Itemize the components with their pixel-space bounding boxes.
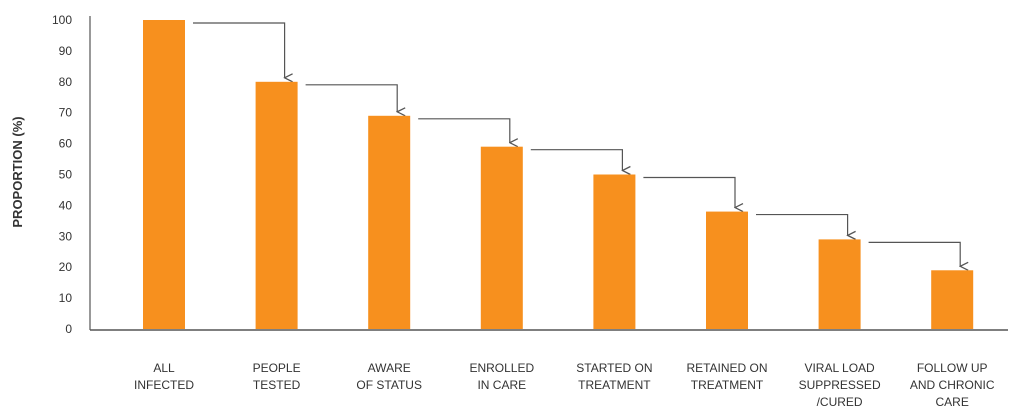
y-tick-label: 30 <box>59 229 73 243</box>
x-category-label: ENROLLED IN CARE <box>469 361 534 392</box>
x-category-label: VIRAL LOAD SUPPRESSED/CURED <box>799 361 881 409</box>
axes <box>89 16 1008 331</box>
x-category-label: AWARE OF STATUS <box>356 361 422 392</box>
bar <box>480 146 523 329</box>
bar <box>593 174 636 329</box>
flow-arrow <box>756 213 848 236</box>
x-category-label: ALL INFECTED <box>134 361 194 392</box>
flow-arrow <box>193 22 285 78</box>
flow-arrows <box>193 22 961 266</box>
y-tick-label: 70 <box>59 106 73 120</box>
flow-arrow <box>305 84 398 112</box>
y-tick-label: 40 <box>59 198 73 212</box>
x-axis-labels: ALL INFECTED PEOPLE TESTED AWARE OF STATUS ENR… <box>134 361 995 409</box>
y-tick-label: 0 <box>65 322 72 336</box>
bars <box>143 20 974 329</box>
flow-arrow <box>868 241 961 266</box>
bar <box>706 211 748 329</box>
y-tick-label: 80 <box>59 75 73 89</box>
bar <box>368 115 411 329</box>
y-tick-label: 90 <box>59 44 73 58</box>
x-category-label: STARTED ON TREATMENT <box>576 361 652 392</box>
x-category-label: RETAINED ON TREATMENT <box>686 361 767 392</box>
flow-arrow <box>418 118 510 143</box>
y-tick-label: 60 <box>59 137 73 151</box>
y-axis-ticks: 0 10 20 30 40 50 60 70 80 90 100 <box>52 13 72 336</box>
x-category-label: PEOPLE TESTED <box>253 361 301 392</box>
y-tick-label: 50 <box>59 168 73 182</box>
y-axis-label: PROPORTION (%) <box>10 116 25 227</box>
bar <box>818 239 861 329</box>
bar <box>143 20 185 329</box>
flow-arrow <box>643 176 735 208</box>
bar <box>255 81 298 329</box>
flow-arrow <box>530 149 623 171</box>
x-category-label: FOLLOW UP AND CHRONIC CARE <box>910 361 995 409</box>
y-tick-label: 10 <box>59 291 73 305</box>
y-tick-label: 20 <box>59 260 73 274</box>
y-tick-label: 100 <box>52 13 72 27</box>
bar <box>931 270 974 329</box>
